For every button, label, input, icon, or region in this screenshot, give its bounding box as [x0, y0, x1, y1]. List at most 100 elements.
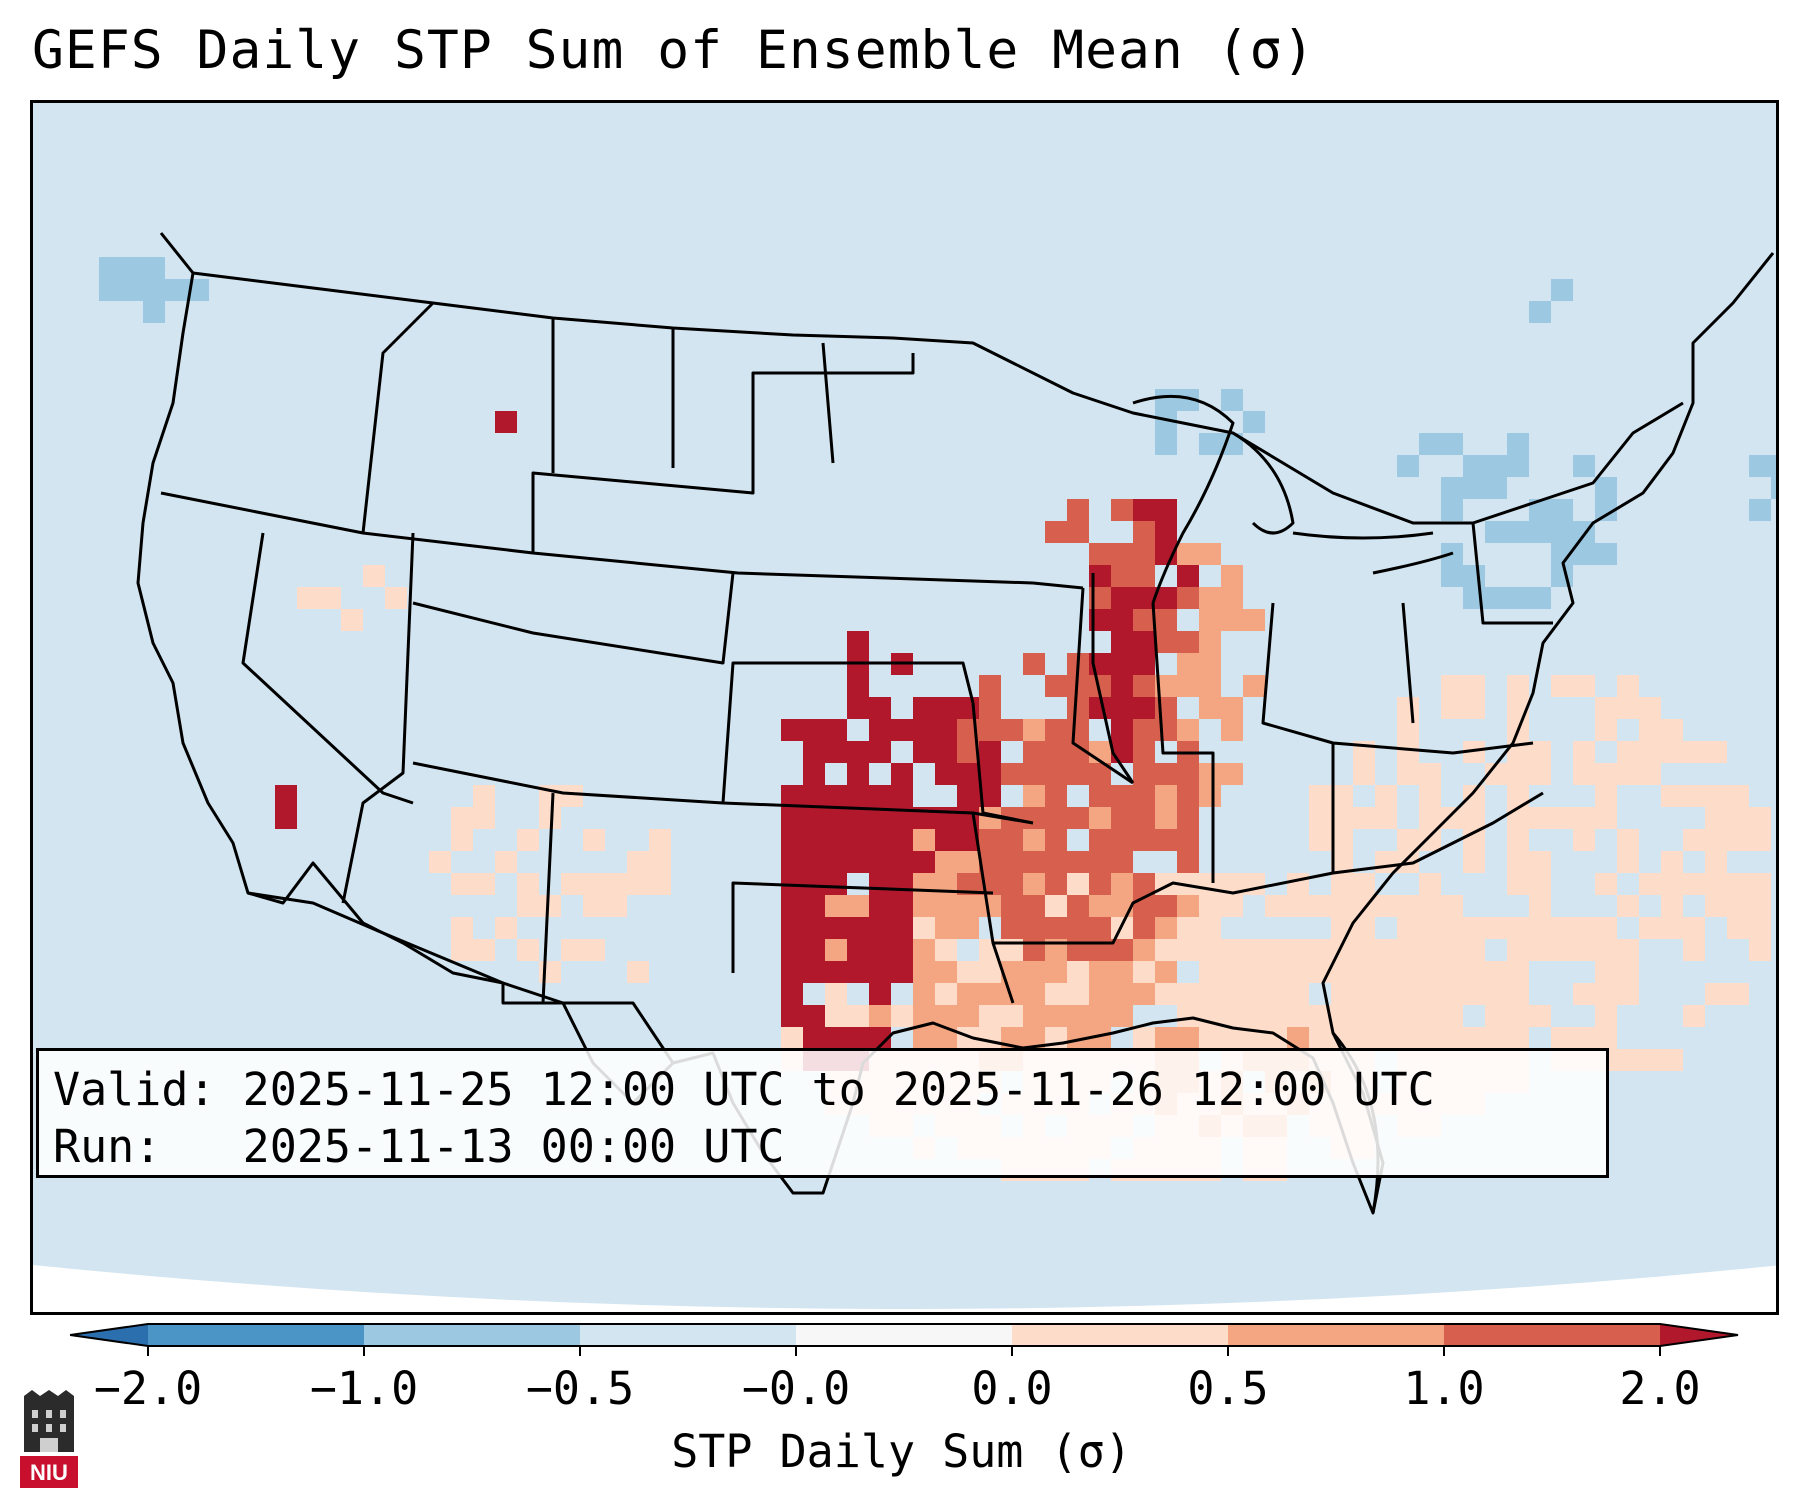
field-cell-light — [1551, 1027, 1573, 1049]
field-cell-over — [1133, 499, 1155, 521]
field-cell-mid — [1023, 1005, 1045, 1027]
field-cell-light — [649, 829, 671, 851]
field-cell-light — [649, 873, 671, 895]
field-cell-light — [1309, 939, 1331, 961]
field-cell-high — [1067, 697, 1089, 719]
field-cell-mid — [913, 829, 935, 851]
field-cell-over — [847, 675, 869, 697]
field-cell-light — [473, 785, 495, 807]
field-cell-over — [935, 697, 957, 719]
field-cell-low — [1749, 455, 1771, 477]
colorbar-tick-label: −2.0 — [93, 1362, 203, 1415]
field-cell-light — [1507, 873, 1529, 895]
field-cell-over — [935, 763, 957, 785]
field-cell-light — [1573, 741, 1595, 763]
field-cell-low — [1507, 587, 1529, 609]
field-cell-light — [1309, 829, 1331, 851]
field-cell-mid — [1155, 917, 1177, 939]
field-cell-over — [803, 741, 825, 763]
field-cell-low — [1441, 499, 1463, 521]
field-cell-light — [1485, 763, 1507, 785]
field-cell-light — [1661, 741, 1683, 763]
field-cell-over — [781, 895, 803, 917]
field-cell-low — [1485, 521, 1507, 543]
field-cell-over — [891, 785, 913, 807]
field-cell-low — [1551, 279, 1573, 301]
field-cell-mid — [1089, 1005, 1111, 1027]
field-cell-mid — [913, 1027, 935, 1049]
field-cell-over — [847, 917, 869, 939]
field-cell-light — [1749, 873, 1771, 895]
field-cell-over — [803, 895, 825, 917]
field-cell-mid — [1177, 543, 1199, 565]
field-cell-light — [1463, 983, 1485, 1005]
field-cell-light — [847, 1005, 869, 1027]
field-cell-light — [1419, 873, 1441, 895]
field-cell-light — [1463, 1027, 1485, 1049]
field-cell-over — [979, 763, 1001, 785]
field-cell-mid — [1023, 961, 1045, 983]
field-cell-low — [1507, 433, 1529, 455]
field-cell-high — [1177, 631, 1199, 653]
field-cell-over — [869, 697, 891, 719]
field-cell-light — [1441, 917, 1463, 939]
field-cell-low — [1529, 499, 1551, 521]
field-cell-light — [627, 961, 649, 983]
field-cell-mid — [913, 939, 935, 961]
field-cell-light — [913, 917, 935, 939]
field-cell-light — [1639, 873, 1661, 895]
field-cell-over — [781, 1005, 803, 1027]
field-cell-light — [1177, 917, 1199, 939]
field-cell-high — [1133, 521, 1155, 543]
colorbar-label: STP Daily Sum (σ) — [671, 1425, 1132, 1478]
field-cell-light — [1529, 763, 1551, 785]
field-cell-high — [1067, 763, 1089, 785]
field-cell-mid — [1111, 895, 1133, 917]
field-cell-light — [1199, 983, 1221, 1005]
field-cell-high — [1111, 851, 1133, 873]
field-cell-light — [1683, 939, 1705, 961]
field-cell-light — [1595, 719, 1617, 741]
field-cell-high — [1023, 807, 1045, 829]
field-cell-low — [1441, 477, 1463, 499]
field-cell-light — [1441, 675, 1463, 697]
field-cell-high — [1111, 829, 1133, 851]
field-cell-mid — [957, 895, 979, 917]
field-cell-mid — [1155, 785, 1177, 807]
field-cell-mid — [1023, 983, 1045, 1005]
field-cell-light — [1331, 807, 1353, 829]
field-cell-over — [825, 829, 847, 851]
colorbar-tick-label: −0.0 — [741, 1362, 851, 1415]
field-cell-light — [1045, 983, 1067, 1005]
field-cell-over — [847, 829, 869, 851]
field-cell-high — [1133, 565, 1155, 587]
field-cell-light — [1617, 763, 1639, 785]
field-cell-over — [781, 719, 803, 741]
field-cell-light — [1617, 675, 1639, 697]
field-cell-mid — [1221, 697, 1243, 719]
field-cell-over — [803, 851, 825, 873]
field-cell-over — [825, 719, 847, 741]
logo-text: NIU — [30, 1460, 68, 1485]
field-cell-over — [1133, 653, 1155, 675]
field-cell-light — [1661, 785, 1683, 807]
field-cell-light — [1529, 1005, 1551, 1027]
field-cell-mid — [1111, 873, 1133, 895]
field-cell-over — [1155, 587, 1177, 609]
field-cell-light — [1397, 851, 1419, 873]
field-cell-over — [1111, 719, 1133, 741]
field-cell-high — [1089, 873, 1111, 895]
field-cell-low — [143, 301, 165, 323]
colorbar-under-arrow — [70, 1324, 148, 1346]
field-cell-high — [1177, 587, 1199, 609]
field-cell-light — [1639, 697, 1661, 719]
field-cell-light — [935, 983, 957, 1005]
field-cell-mid — [1199, 609, 1221, 631]
field-cell-over — [781, 829, 803, 851]
field-cell-over — [825, 1027, 847, 1049]
field-cell-mid — [1023, 873, 1045, 895]
field-cell-low — [1551, 521, 1573, 543]
field-cell-light — [1441, 939, 1463, 961]
field-cell-light — [979, 1027, 1001, 1049]
field-cell-light — [1309, 785, 1331, 807]
